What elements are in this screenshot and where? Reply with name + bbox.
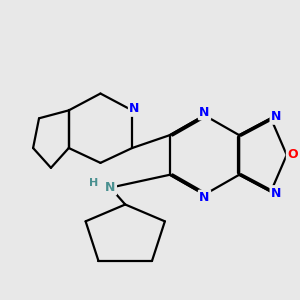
Text: N: N [105,181,116,194]
Text: H: H [89,178,98,188]
Text: O: O [287,148,298,161]
Text: N: N [129,102,140,116]
Text: N: N [199,191,210,204]
Text: N: N [271,110,281,123]
Text: N: N [199,106,210,119]
Text: N: N [271,187,281,200]
